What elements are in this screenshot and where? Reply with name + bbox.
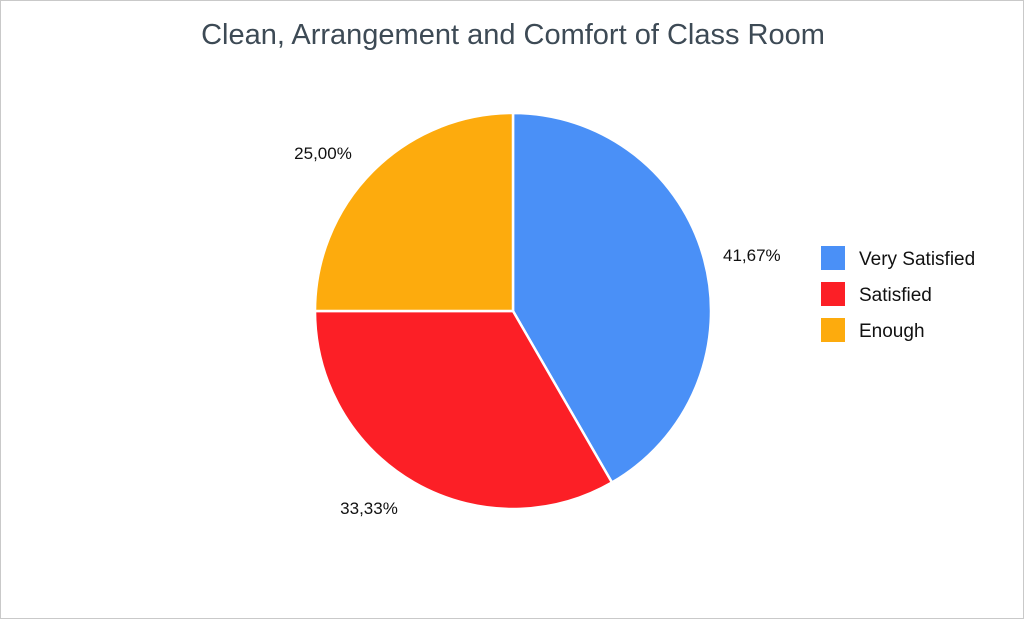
chart-legend: Very Satisfied Satisfied Enough [821, 246, 975, 342]
slice-value-label-enough: 25,00% [294, 144, 352, 163]
chart-title: Clean, Arrangement and Comfort of Class … [201, 19, 825, 51]
pie-slice-satisfied [313, 309, 614, 511]
legend-label-very-satisfied: Very Satisfied [859, 249, 975, 270]
legend-swatch-enough [821, 318, 845, 342]
slice-value-label-very-satisfied: 41,67% [723, 246, 781, 265]
legend-swatch-very-satisfied [821, 246, 845, 270]
pie-slice-very-satisfied [511, 111, 713, 485]
legend-label-enough: Enough [859, 321, 925, 342]
legend-swatch-satisfied [821, 282, 845, 306]
slice-value-label-satisfied: 33,33% [340, 499, 398, 518]
pie-slice-enough [313, 111, 515, 313]
legend-label-satisfied: Satisfied [859, 285, 932, 306]
